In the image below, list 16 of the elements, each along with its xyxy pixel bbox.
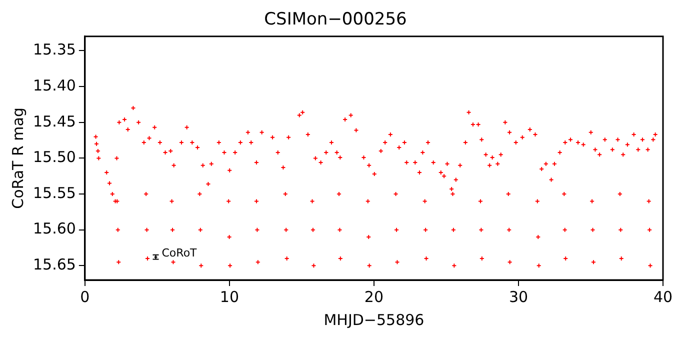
x-tick-label: 10 bbox=[220, 288, 240, 306]
x-tick-label: 0 bbox=[80, 288, 90, 306]
y-tick-label: 15.45 bbox=[32, 112, 76, 130]
y-tick-label: 15.35 bbox=[32, 40, 76, 59]
y-tick-label: 15.60 bbox=[32, 220, 76, 238]
x-tick-label: 40 bbox=[653, 288, 673, 306]
y-tick-label: 15.55 bbox=[32, 184, 76, 202]
x-axis-title: MHJD−55896 bbox=[324, 310, 424, 329]
y-tick-label: 15.65 bbox=[32, 256, 76, 274]
y-tick-label: 15.40 bbox=[32, 76, 76, 94]
y-tick-label: 15.50 bbox=[32, 148, 76, 166]
x-tick-label: 20 bbox=[364, 288, 384, 306]
series-label: CoRoT bbox=[162, 246, 198, 260]
x-tick-label: 30 bbox=[508, 288, 528, 306]
y-axis-title: CoRaT R mag bbox=[8, 108, 27, 209]
chart-title: CSIMon−000256 bbox=[264, 10, 407, 30]
